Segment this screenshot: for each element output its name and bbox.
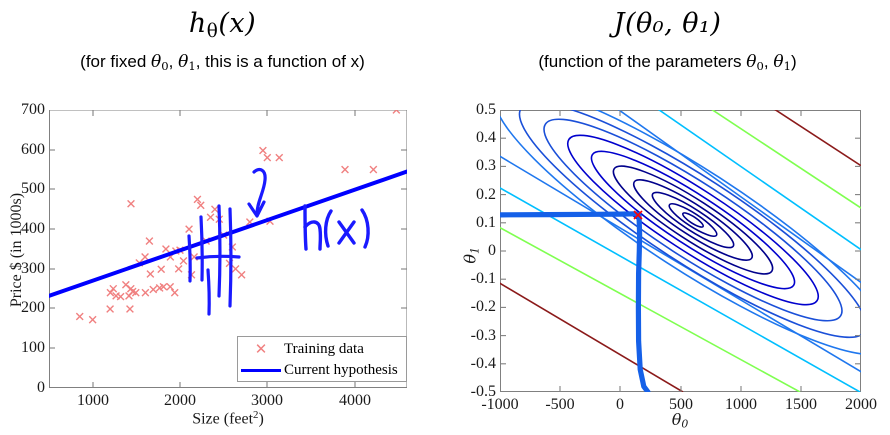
handdrawn-arrow [247, 168, 267, 218]
right-ylabel: θ1 [460, 247, 482, 264]
right-ytick-m0_5: -0.5 [470, 383, 496, 400]
left-ytick-600: 600 [21, 141, 45, 158]
legend-label-current-hypothesis: Current hypothesis [284, 362, 398, 378]
right-subtitle-theta0: θ [746, 52, 757, 72]
right-ytick-0: 0 [488, 242, 496, 259]
left-panel-subtitle: (for fixed θ0, θ1, this is a function of… [0, 52, 445, 73]
cost-contour-canvas [500, 110, 861, 392]
left-title-arg: (x) [218, 8, 257, 39]
left-ytick-700: 700 [21, 101, 45, 118]
cost-contour-axes: 0.5 0.4 0.3 0.2 0.1 0 -0.1 -0.2 -0.3 -0.… [471, 101, 877, 413]
left-ylabel: Price $ (in 1000s) [8, 192, 25, 308]
right-xlabel: θ0 [671, 410, 689, 431]
left-xtick-4000: 4000 [339, 392, 371, 409]
hypothesis-plot-canvas [49, 110, 407, 388]
left-subtitle-theta1: θ [178, 52, 189, 72]
right-subtitle-sub0: 0 [756, 59, 764, 74]
legend-row-current-hypothesis: Current hypothesis [238, 360, 406, 381]
legend-row-training-data: ✕ Training data [238, 339, 406, 360]
left-subtitle-post: , this is a function of x) [195, 52, 365, 71]
right-xtick-2000: 2000 [845, 396, 877, 413]
left-title-h: h [188, 8, 207, 39]
right-ytick-m0_2: -0.2 [470, 298, 496, 315]
left-ytick-400: 400 [21, 220, 45, 237]
right-ytick-0_4: 0.4 [476, 129, 496, 146]
right-tick-marks [500, 110, 861, 392]
right-subtitle-pre: (function of the parameters [538, 52, 747, 71]
left-subtitle-comma: , [168, 52, 179, 71]
right-ytick-0_5: 0.5 [476, 101, 496, 118]
right-panel-title: J(θ₀, θ₁) [445, 8, 890, 39]
right-ytick-m0_1: -0.1 [470, 270, 496, 287]
handdrawn-error-bars [187, 204, 241, 316]
right-ytick-0_1: 0.1 [476, 214, 496, 231]
right-panel: J(θ₀, θ₁) (function of the parameters θ0… [445, 0, 890, 435]
right-xtick-1000: 1000 [725, 396, 757, 413]
right-xtick-1500: 1500 [785, 396, 817, 413]
right-panel-subtitle: (function of the parameters θ0, θ1) [445, 52, 890, 73]
right-ytick-m0_4: -0.4 [470, 355, 496, 372]
current-hypothesis-line [49, 169, 407, 298]
right-subtitle-post: ) [790, 52, 797, 71]
right-ytick-0_2: 0.2 [476, 186, 496, 203]
contour-lines-inner [500, 110, 861, 356]
left-subtitle-pre: (for fixed [80, 52, 152, 71]
right-xtick-m1000: -1000 [481, 396, 519, 413]
right-title-args: (θ₀, θ₁) [624, 8, 722, 39]
left-ytick-300: 300 [21, 260, 45, 277]
left-ytick-200: 200 [21, 299, 45, 316]
start-point-marker-icon [633, 210, 643, 220]
left-ytick-0: 0 [37, 379, 45, 396]
right-ytick-m0_3: -0.3 [470, 327, 496, 344]
hypothesis-plot-legend: ✕ Training data Current hypothesis [237, 336, 407, 382]
gradient-descent-path [500, 211, 651, 392]
left-xtick-3000: 3000 [251, 392, 283, 409]
handdrawn-hx-label [303, 204, 370, 251]
right-subtitle-sub1: 1 [783, 59, 791, 74]
left-xlabel: Size (feet2) [192, 409, 264, 428]
left-xtick-2000: 2000 [164, 392, 196, 409]
hypothesis-plot-axes: 700 600 500 400 300 200 100 0 1000 2000 … [21, 101, 407, 409]
right-ytick-0_3: 0.3 [476, 157, 496, 174]
right-subtitle-comma: , [763, 52, 774, 71]
right-xtick-500: 500 [669, 396, 693, 413]
right-xtick-0: 0 [616, 396, 624, 413]
left-xtick-1000: 1000 [77, 392, 109, 409]
left-subtitle-sub1: 1 [188, 59, 196, 74]
right-xtick-m500: -500 [545, 396, 575, 413]
left-ytick-100: 100 [21, 339, 45, 356]
left-subtitle-theta0: θ [151, 52, 162, 72]
legend-x-marker-icon: ✕ [254, 341, 268, 358]
left-subtitle-sub0: 0 [161, 59, 169, 74]
left-ytick-500: 500 [21, 180, 45, 197]
legend-label-training-data: Training data [284, 341, 364, 357]
right-subtitle-theta1: θ [773, 52, 784, 72]
hypothesis-plot-frame [49, 110, 407, 388]
left-title-theta: θ [206, 21, 219, 43]
left-panel-title: hθ(x) [0, 8, 445, 42]
training-data-markers [75, 110, 401, 324]
right-title-j: J [613, 8, 625, 39]
left-panel: hθ(x) (for fixed θ0, θ1, this is a funct… [0, 8, 445, 428]
legend-line-swatch-icon [238, 362, 284, 380]
